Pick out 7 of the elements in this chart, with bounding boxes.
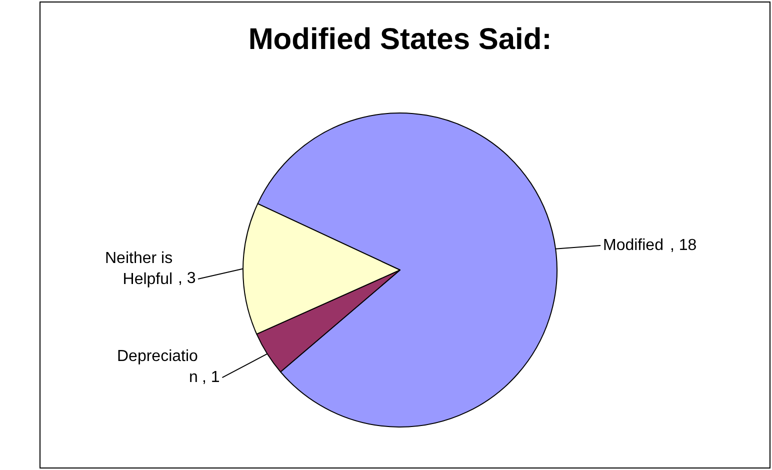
data-label: , 1 [202,369,220,386]
chart-title: Modified States Said: [248,23,552,56]
data-label: , 3 [178,270,196,287]
slice-label: Depreciatio n [117,348,198,386]
slice-label: Modified [603,237,668,254]
slice-label: Neither is Helpful [105,250,173,288]
data-label: , 18 [670,237,697,254]
